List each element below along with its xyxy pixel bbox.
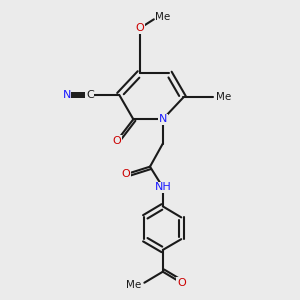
- Text: C: C: [86, 90, 94, 100]
- Text: Me: Me: [126, 280, 141, 290]
- Text: N: N: [159, 114, 167, 124]
- Text: O: O: [121, 169, 130, 179]
- Text: NH: NH: [154, 182, 171, 192]
- Text: N: N: [62, 90, 71, 100]
- Text: Me: Me: [155, 12, 170, 22]
- Text: O: O: [112, 136, 121, 146]
- Text: O: O: [177, 278, 186, 288]
- Text: O: O: [135, 23, 144, 33]
- Text: Me: Me: [216, 92, 231, 103]
